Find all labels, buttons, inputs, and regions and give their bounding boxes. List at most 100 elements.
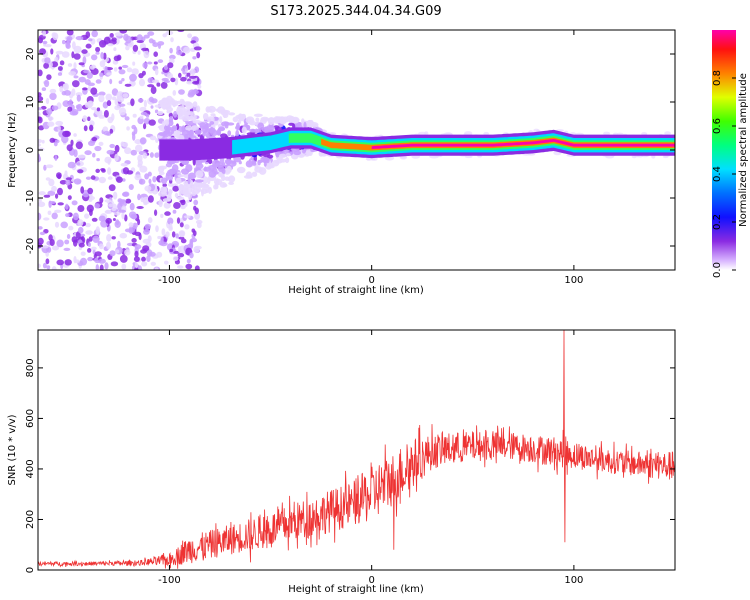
spectrogram-cell: [187, 192, 192, 201]
spectrogram-cell: [187, 33, 193, 39]
spectrogram-cell: [122, 142, 129, 148]
spectrogram-cell: [122, 192, 129, 197]
spectrogram-cell: [62, 83, 68, 89]
spectrogram-cell: [196, 51, 201, 59]
spectrogram-cell: [47, 121, 55, 127]
spectrogram-cell: [213, 171, 219, 175]
spectrogram-cell: [662, 155, 669, 159]
spectrogram-cell: [56, 259, 64, 266]
spectrogram-cell: [38, 197, 42, 203]
spectrogram-cell: [142, 62, 148, 69]
spectrogram-cell: [88, 236, 93, 242]
spectrogram-cell: [57, 202, 64, 206]
spectrogram-cell: [102, 126, 109, 132]
spectrogram-cell: [49, 88, 57, 94]
spectrogram-cell: [49, 238, 55, 247]
spectrogram-cell: [132, 44, 139, 52]
spectrogram-cell: [38, 263, 41, 268]
spectrogram-cell: [220, 133, 228, 139]
spectrogram-cell: [90, 87, 98, 95]
spectrogram-cell: [120, 162, 128, 167]
spectrogram-cell: [91, 30, 98, 38]
spectrogram-cell: [235, 129, 240, 138]
spectrogram-cell: [70, 139, 74, 146]
spectrogram-cell: [185, 102, 194, 110]
spectrogram-cell: [226, 165, 232, 173]
spectrogram-cell: [173, 250, 180, 254]
spectrogram-cell: [186, 111, 195, 116]
spectrogram-cell: [162, 183, 167, 187]
spectrogram-cell: [162, 33, 167, 38]
spectrogram-cell: [57, 66, 63, 71]
spectrogram-cell: [121, 211, 125, 220]
spectrogram-cell: [78, 62, 85, 66]
spectrogram-cell: [55, 120, 64, 126]
colorbar: 0.0 0.2 0.4 0.6 0.8 Normalized spectral ampl…: [712, 30, 749, 278]
spectrogram-cell: [216, 106, 226, 114]
spectrogram-cell: [119, 232, 128, 239]
spectrogram-cell: [181, 115, 191, 122]
spectrogram-cell: [154, 267, 159, 270]
spectrogram-cell: [226, 122, 235, 126]
spectrogram-cell: [38, 111, 41, 117]
spectrogram-cell: [65, 40, 70, 49]
spectrogram-cell: [152, 79, 160, 84]
spectrogram-ridge-band: [371, 139, 675, 149]
spectrogram-cell: [66, 144, 73, 152]
spectrogram-cell: [47, 210, 52, 215]
spectrogram-cell: [71, 200, 78, 206]
spectrogram-cell: [63, 247, 71, 251]
spectrogram-cell: [186, 72, 191, 77]
spectrogram-cell: [183, 215, 191, 219]
spectrogram-cell: [126, 170, 134, 175]
spectrogram-cell: [194, 212, 201, 220]
spectrogram-cell: [186, 258, 191, 264]
spectrogram-cell: [87, 85, 91, 92]
spectrogram-cell: [119, 30, 128, 34]
spectrogram-cell: [163, 80, 171, 83]
spectrogram-x-tick-label: -100: [158, 275, 181, 286]
spectrogram-cell: [135, 144, 143, 153]
spectrogram-cell: [118, 69, 126, 75]
spectrogram-cell: [150, 86, 157, 95]
spectrogram-cell: [208, 158, 213, 165]
spectrogram-cell: [55, 193, 59, 199]
spectrogram-cell: [161, 228, 166, 236]
spectrogram-cell: [161, 177, 168, 185]
spectrogram-cell: [179, 222, 184, 228]
spectrogram-cell: [134, 267, 139, 270]
spectrogram-cell: [65, 213, 70, 218]
spectrogram-cell: [186, 80, 193, 85]
spectrogram-cell: [43, 194, 51, 198]
spectrogram-cell: [81, 49, 88, 54]
spectrogram-cell: [113, 55, 121, 62]
spectrogram-cell: [41, 87, 47, 91]
spectrogram-cell: [196, 105, 201, 113]
spectrogram-cell: [148, 119, 156, 126]
spectrogram-cell: [173, 202, 181, 209]
colorbar-tick-label: 0.6: [712, 118, 723, 134]
spectrogram-cell: [95, 79, 102, 84]
spectrogram-cell: [191, 228, 196, 233]
spectrogram-cell: [139, 137, 147, 145]
spectrogram-cell: [522, 153, 531, 156]
spectrogram-cell: [185, 164, 193, 173]
spectrogram-cell: [253, 113, 263, 118]
spectrogram-cell: [214, 181, 219, 189]
spectrogram-cell: [158, 43, 161, 49]
spectrogram-cell: [102, 101, 109, 109]
snr-x-tick-label: 0: [368, 575, 374, 586]
spectrogram-y-tick-label: 20: [25, 48, 36, 61]
spectrogram-cell: [157, 59, 164, 63]
spectrogram-cell: [186, 199, 191, 203]
spectrogram-cell: [56, 172, 62, 179]
spectrogram-cell: [98, 91, 106, 96]
spectrogram-cell: [91, 107, 97, 111]
spectrogram-cell: [66, 30, 74, 36]
spectrogram-cell: [62, 39, 66, 45]
spectrogram-cell: [48, 178, 55, 187]
spectrogram-y-tick-label: 10: [25, 96, 36, 109]
spectrogram-cell: [106, 149, 115, 155]
spectrogram-cell: [227, 130, 232, 137]
